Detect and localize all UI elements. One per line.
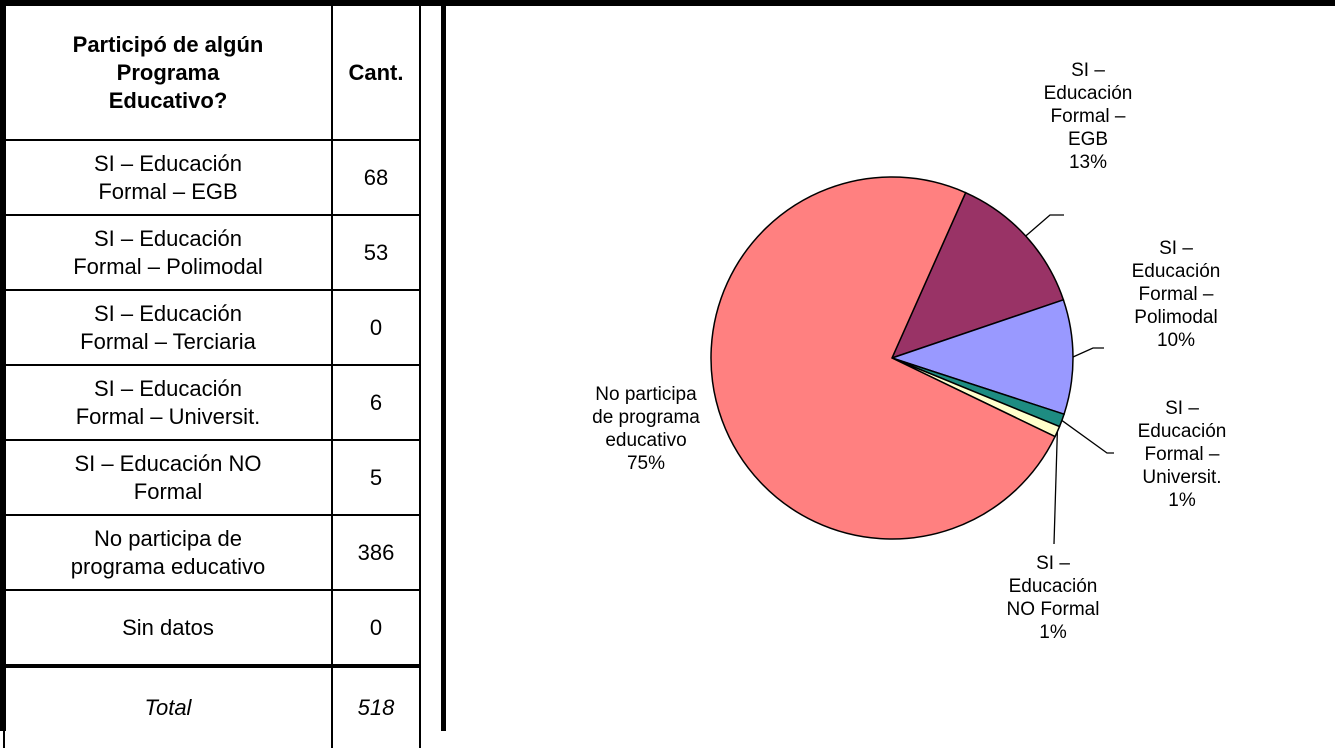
cell-line: Formal [133,478,203,504]
slice-label-line: de programa [592,407,700,428]
row-value: 386 [331,514,421,591]
slice-label-line: 13% [1069,152,1107,173]
slice-label-line: Educación [1138,421,1227,442]
cell-line: Formal – Polimodal [73,253,263,279]
cell-line: Formal – EGB [98,178,238,204]
row-label: SI – Educación NO Formal [3,439,333,516]
data-table: Participó de algún Programa Educativo? Cant… [3,4,421,748]
header-count: Cant. [331,4,421,141]
slice-label-line: Formal – [1139,284,1214,305]
cell-line: Educativo? [108,87,228,113]
cell-line: SI – Educación [94,375,242,401]
slice-label: SI – Educación Formal – Universit. 1% [1138,398,1227,511]
leader-line [1061,419,1114,454]
slice-label-line: SI – [1165,398,1199,419]
slice-label-line: Educación [1044,83,1133,104]
table-row: SI – Educación Formal – Terciaria 0 [3,289,421,366]
cell-line: SI – Educación NO [74,450,262,476]
table-row: SI – Educación Formal – Universit. 6 [3,364,421,441]
table-row: SI – Educación NO Formal 5 [3,439,421,516]
row-value: 5 [331,439,421,516]
row-value: 0 [331,589,421,667]
slice-label-line: Formal – [1051,106,1126,127]
slice-label-line: No participa [595,384,697,405]
row-value: 53 [331,214,421,291]
pie-slice [710,176,1057,540]
header-question: Participó de algún Programa Educativo? [3,4,333,141]
cell-line: SI – Educación [94,225,242,251]
slice-label-line: 1% [1039,622,1067,643]
pie-slice [889,298,1074,416]
slice-label: No participa de programa educativo 75% [592,384,700,474]
table-header-row: Participó de algún Programa Educativo? Cant… [3,4,421,141]
table-row: SI – Educación Formal – Polimodal 53 [3,214,421,291]
table-total-row: Total 518 [3,664,421,748]
cell-line: SI – Educación [94,300,242,326]
table-row: No participa de programa educativo 386 [3,514,421,591]
divider [441,0,446,731]
row-value: 0 [331,289,421,366]
slice-label: SI – Educación Formal – EGB 13% [1044,60,1133,173]
slice-label-line: Educación [1132,261,1221,282]
slice-label-line: SI – [1036,553,1070,574]
cell-line: Programa [116,59,220,85]
pie-chart: SI – Educación Formal – EGB 13%SI – Educación… [592,60,1227,643]
slice-label-line: Formal – [1145,444,1220,465]
slice-label-line: Educación [1009,576,1098,597]
row-label: SI – Educación Formal – Terciaria [3,289,333,366]
cell-line: SI – Educación [94,150,242,176]
table-row: Sin datos 0 [3,589,421,667]
row-label: SI – Educación Formal – Polimodal [3,214,333,291]
cell-line: Participó de algún [72,31,264,57]
row-label: SI – Educación Formal – EGB [3,139,333,216]
row-label: SI – Educación Formal – Universit. [3,364,333,441]
slice-label: SI – Educación NO Formal 1% [1007,553,1100,643]
slice-label-line: NO Formal [1007,599,1100,620]
slice-label-line: Universit. [1142,467,1221,488]
slice-label-line: educativo [605,430,686,451]
cell-line: Sin datos [122,614,214,640]
slice-label-line: 1% [1168,490,1196,511]
row-value: 68 [331,139,421,216]
total-label: Total [3,664,333,748]
slice-label-line: Polimodal [1134,307,1217,328]
slice-label-line: 75% [627,453,665,474]
slice-label-line: SI – [1159,238,1193,259]
slice-label-line: EGB [1068,129,1108,150]
slice-label-line: 10% [1157,330,1195,351]
cell-line: Formal – Terciaria [80,328,256,354]
leader-line [1072,347,1104,358]
total-value: 518 [331,664,421,748]
top-border [0,0,1335,6]
left-border [0,0,6,731]
cell-line: Formal – Universit. [75,403,261,429]
cell-line: programa educativo [70,553,266,579]
cell-line: No participa de [94,525,242,551]
slice-label: SI – Educación Formal – Polimodal 10% [1132,238,1221,351]
row-label: No participa de programa educativo [3,514,333,591]
leader-line [1025,214,1064,237]
leader-line [1053,431,1059,545]
slice-label-line: SI – [1071,60,1105,81]
row-value: 6 [331,364,421,441]
table-row: SI – Educación Formal – EGB 68 [3,139,421,216]
row-label: Sin datos [3,589,333,667]
